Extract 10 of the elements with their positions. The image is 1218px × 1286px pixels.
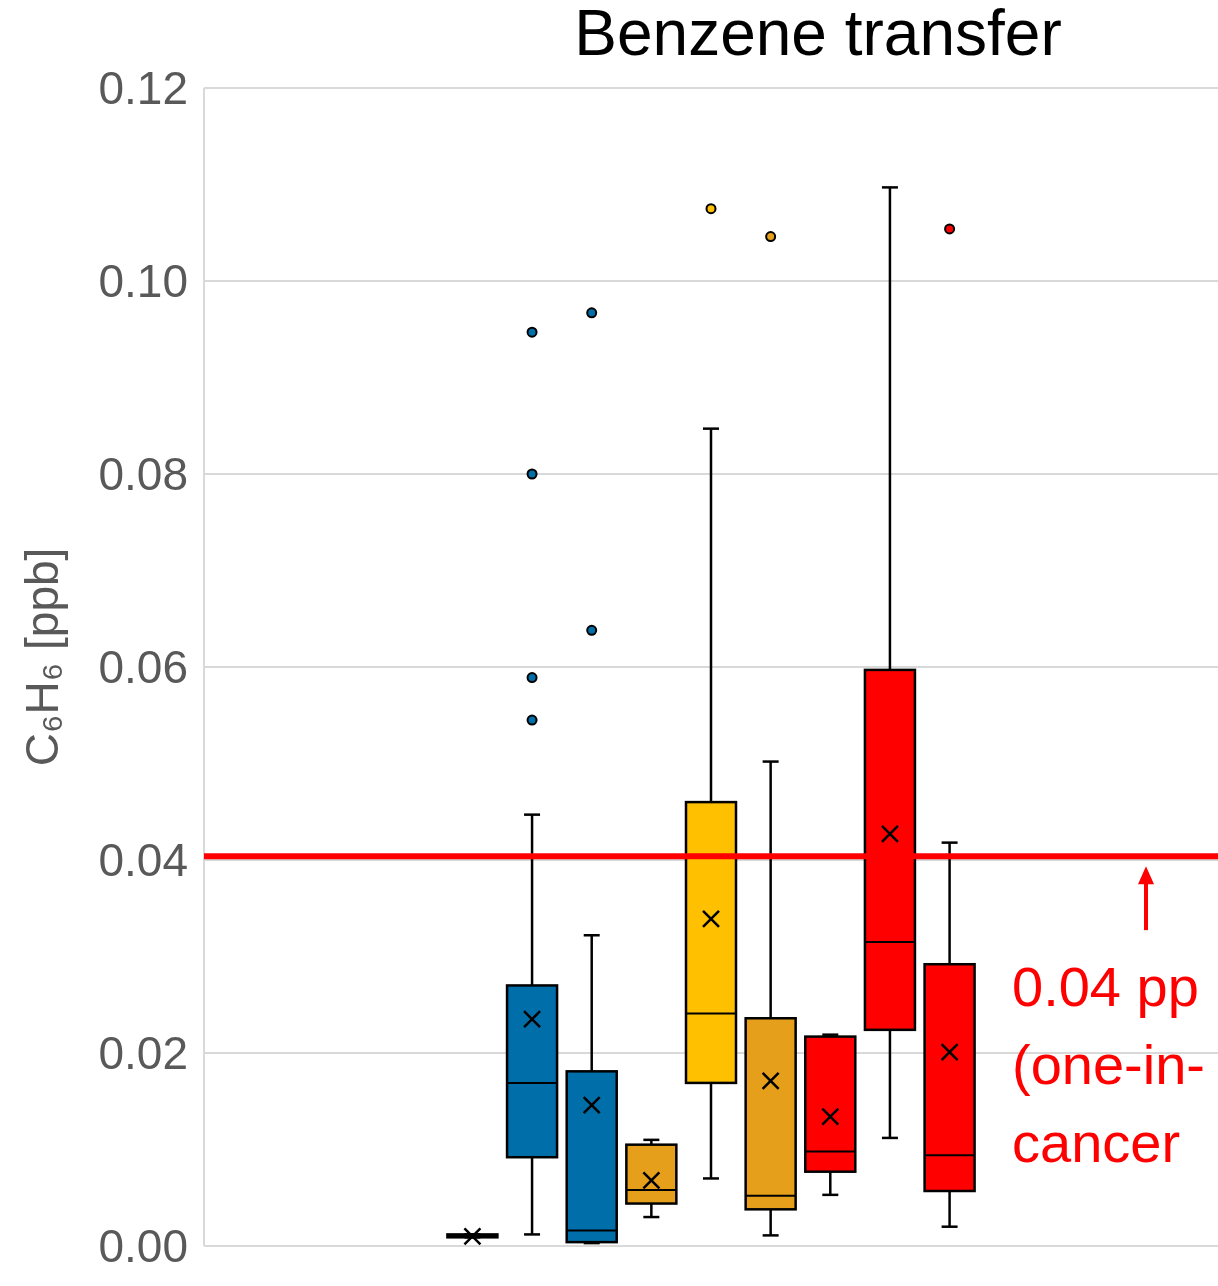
chart-title: Benzene transfer (574, 0, 1062, 69)
y-tick-label: 0.08 (98, 448, 188, 501)
y-tick-label: 0.04 (98, 834, 188, 887)
y-tick-label: 0.02 (98, 1027, 188, 1080)
y-tick-label: 0.10 (98, 255, 188, 308)
y-tick-label: 0.00 (98, 1220, 188, 1273)
y-axis-title: C₆H₆ [ppb] (16, 547, 68, 767)
y-tick-label: 0.12 (98, 62, 188, 115)
legend-label: 0.04 pp (one-in- cancer (1012, 955, 1205, 1175)
y-tick-label: 0.06 (98, 641, 188, 694)
